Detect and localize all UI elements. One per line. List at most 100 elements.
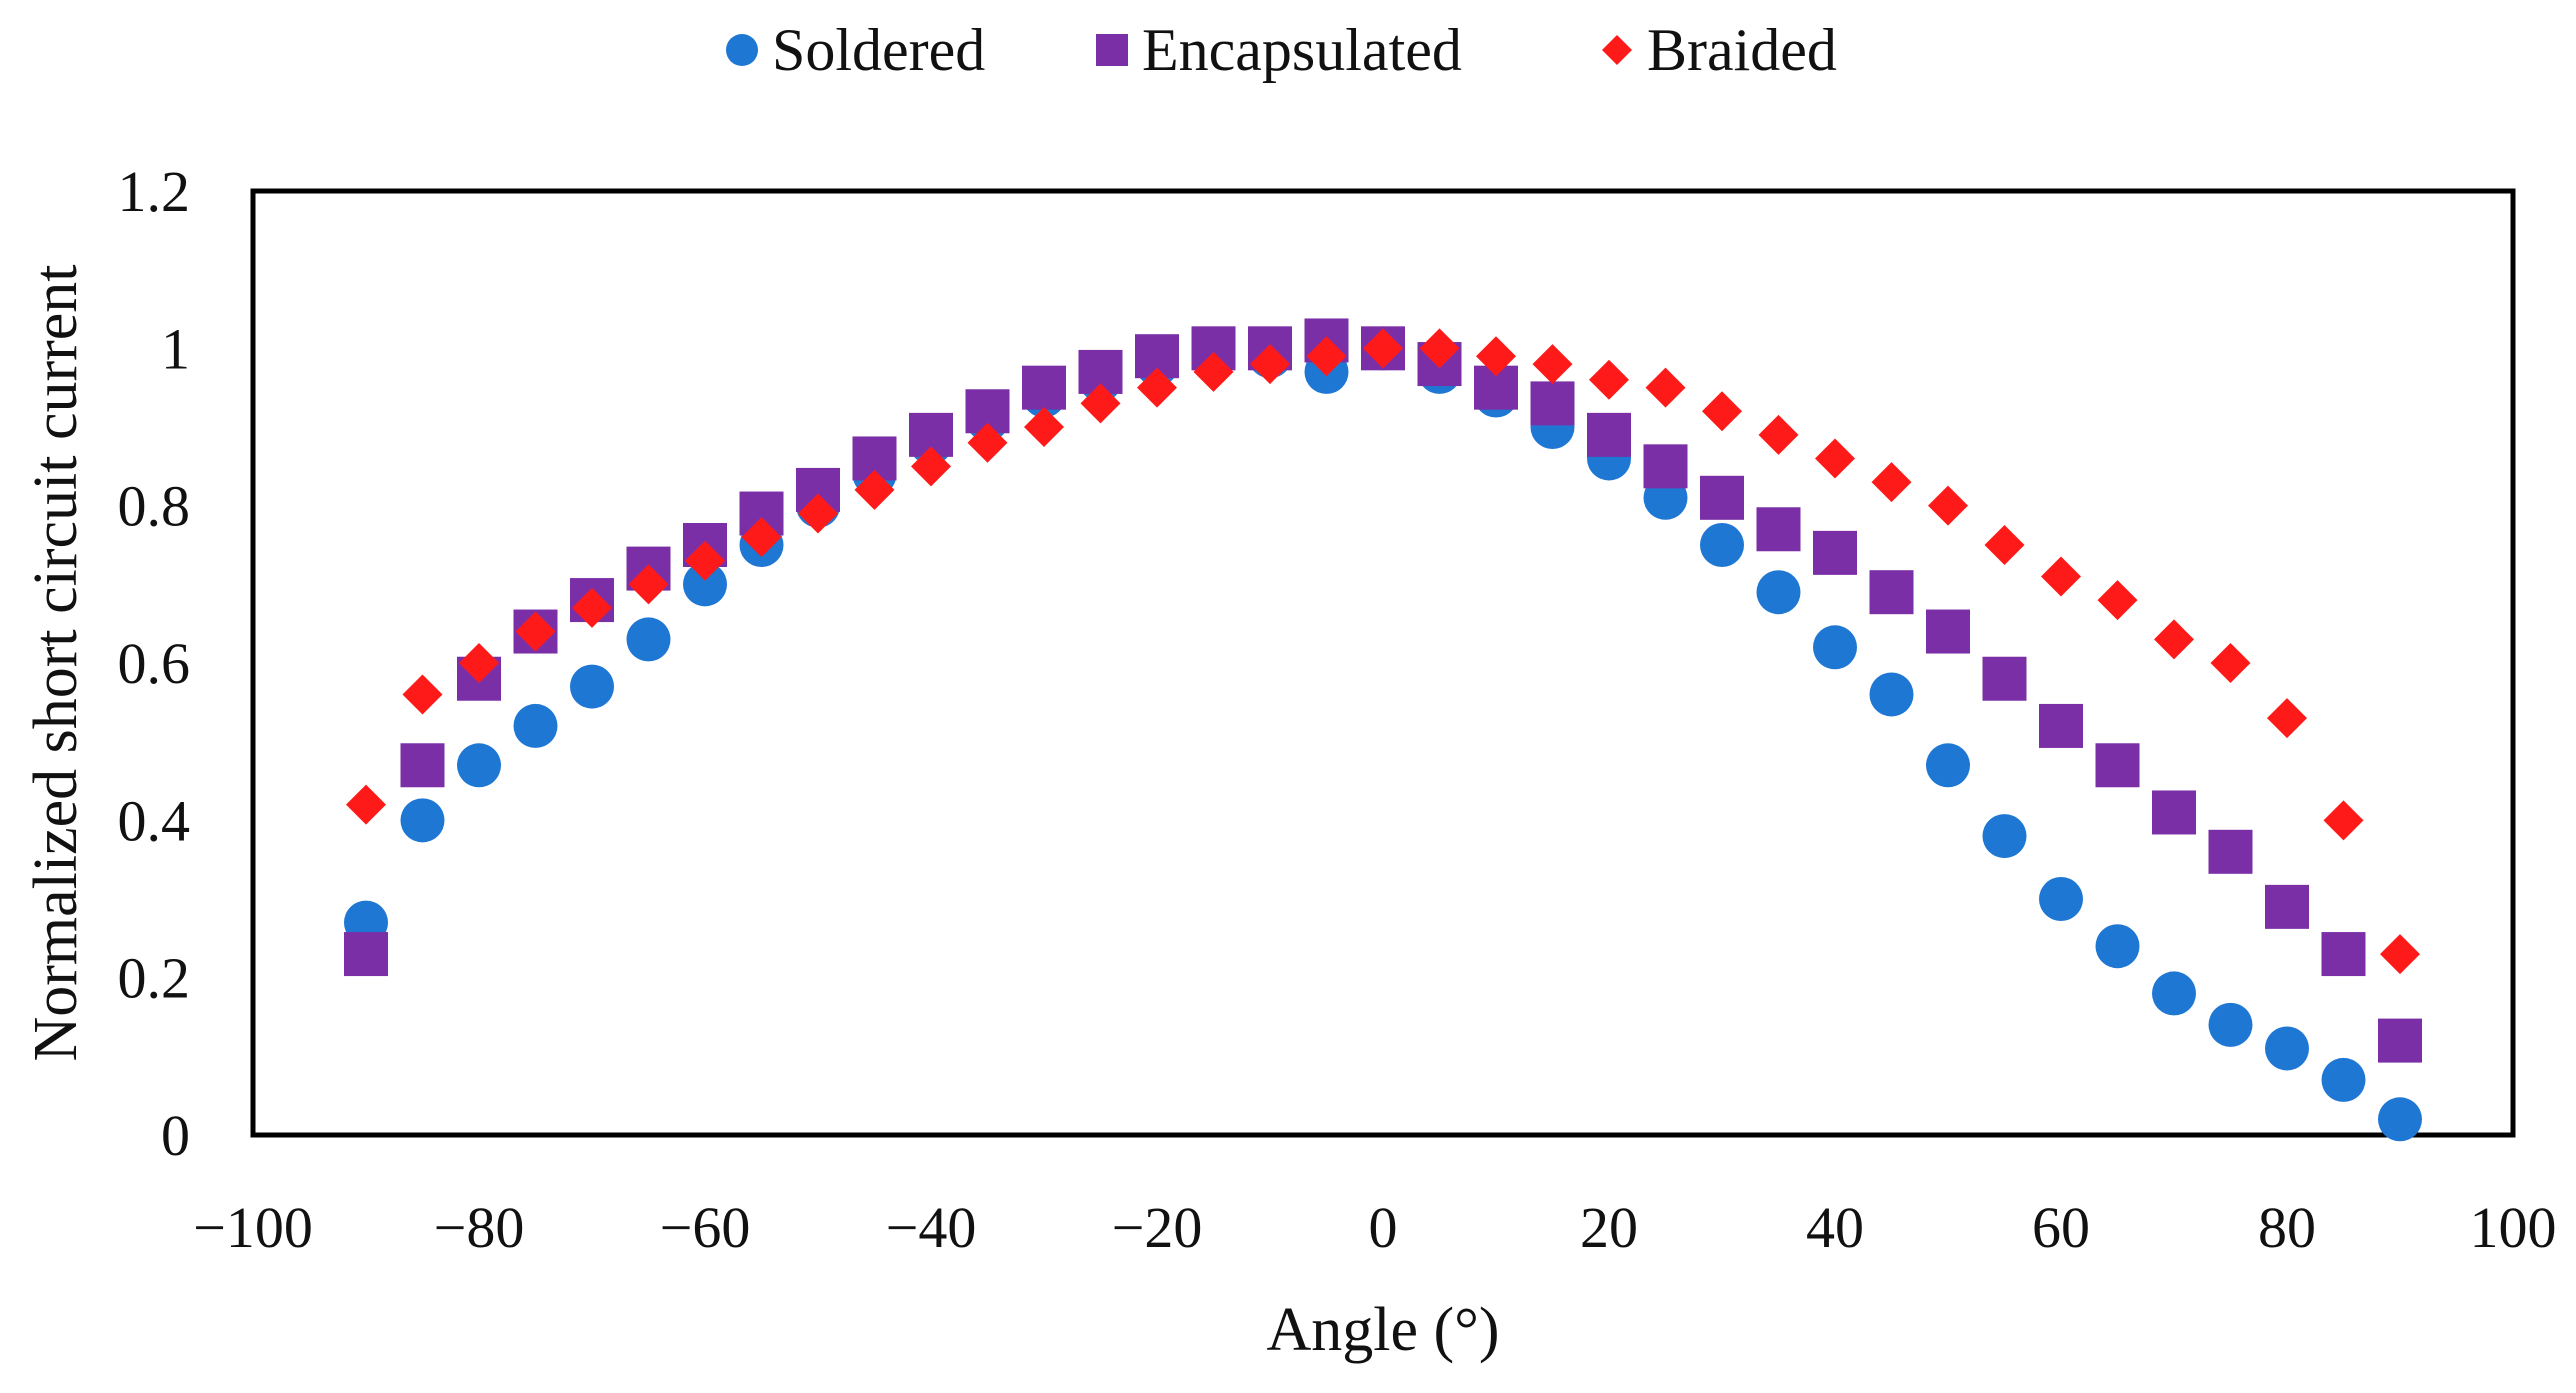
x-tick-label: 100 [2470,1195,2557,1260]
braided-point [741,517,782,558]
braided-point [1815,438,1855,479]
encapsulated-point [2095,743,2140,788]
braided-point [967,422,1008,463]
soldered-point [457,743,501,788]
braided-point [2210,643,2251,683]
encapsulated-point [1700,475,1744,520]
braided-point [1702,391,1742,432]
encapsulated-point [2378,1018,2422,1063]
encapsulated-point [2208,829,2253,874]
legend: Soldered Encapsulated Braided [726,17,1837,83]
braided-point [1306,336,1347,377]
braided-point [2267,698,2307,739]
y-tick-label: 0.8 [118,474,191,539]
plot-frame [250,188,2516,1138]
encapsulated-point [1869,570,1914,615]
encapsulated-point [1587,412,1631,457]
braided-point [1419,328,1460,369]
braided-point [459,643,499,683]
soldered-point [1982,814,2027,859]
encapsulated-point [2321,932,2366,977]
legend-marker-soldered [726,34,758,66]
x-tick-label: −100 [193,1195,313,1260]
encapsulated-point [2152,790,2196,835]
x-tick-label: 60 [2032,1195,2090,1260]
legend-label-braided: Braided [1647,17,1837,83]
soldered-point [400,798,445,843]
soldered-point [513,703,558,748]
soldered-point [1700,523,1744,567]
braided-point [1363,328,1403,369]
soldered-point [2265,1026,2309,1071]
x-axis-ticks: −100 −80 −60 −40 −20 0 20 40 60 80 100 [193,1195,2556,1260]
braided-point [1080,383,1121,424]
series-braided [346,328,2420,975]
y-tick-label: 0.6 [118,631,191,696]
legend-label-soldered: Soldered [772,17,985,83]
soldered-point [2039,877,2083,921]
encapsulated-point [1756,507,1801,552]
braided-point [685,540,725,581]
braided-point [2097,580,2138,621]
encapsulated-point [1022,365,1066,410]
soldered-point [1926,743,1970,788]
braided-point [911,446,951,487]
y-tick-label: 0 [161,1103,190,1168]
braided-point [515,611,556,652]
braided-point [1250,344,1290,385]
braided-point [1532,344,1573,385]
y-tick-label: 0.2 [118,946,191,1011]
encapsulated-point [400,743,445,788]
braided-point [1589,359,1629,400]
x-tick-label: 0 [1369,1195,1398,1260]
soldered-point [1813,625,1857,670]
soldered-point [626,617,671,662]
soldered-point [683,562,727,607]
encapsulated-point [344,932,388,977]
braided-point [2041,556,2081,597]
encapsulated-point [1643,444,1688,489]
y-axis-ticks: 0 0.2 0.4 0.6 0.8 1 1.2 [118,159,191,1168]
series-layer [344,318,2422,1142]
x-tick-label: −20 [1112,1195,1203,1260]
braided-point [854,469,895,510]
braided-point [1024,407,1064,447]
braided-point [2380,934,2420,975]
series-soldered [344,326,2422,1142]
braided-point [1645,367,1686,408]
braided-point [798,493,838,534]
braided-point [628,564,669,605]
braided-point [572,587,612,628]
braided-point [1137,367,1177,408]
soldered-point [2095,924,2140,969]
y-tick-label: 1 [161,316,190,381]
soldered-point [570,664,614,709]
soldered-point [2152,971,2196,1016]
legend-marker-encapsulated [1096,34,1128,66]
encapsulated-point [1813,530,1857,575]
braided-point [2323,800,2364,841]
encapsulated-point [2039,703,2083,748]
series-encapsulated [344,318,2422,1063]
braided-point [1193,351,1234,392]
encapsulated-point [2265,884,2309,929]
braided-point [1476,336,1516,377]
x-tick-label: −40 [886,1195,977,1260]
x-tick-label: 20 [1580,1195,1638,1260]
y-tick-label: 0.4 [118,788,191,853]
braided-point [402,674,443,715]
soldered-point [1756,570,1801,615]
soldered-point [2208,1002,2253,1047]
braided-point [1871,462,1912,503]
braided-point [1758,414,1799,455]
x-axis-title: Angle (°) [1266,1296,1499,1364]
braided-point [1984,525,2025,565]
x-tick-label: −60 [660,1195,751,1260]
encapsulated-point [1926,609,1970,654]
soldered-point [2321,1057,2366,1102]
braided-point [346,784,386,825]
legend-label-encapsulated: Encapsulated [1142,17,1462,83]
y-tick-label: 1.2 [118,159,191,224]
x-tick-label: 80 [2258,1195,2316,1260]
